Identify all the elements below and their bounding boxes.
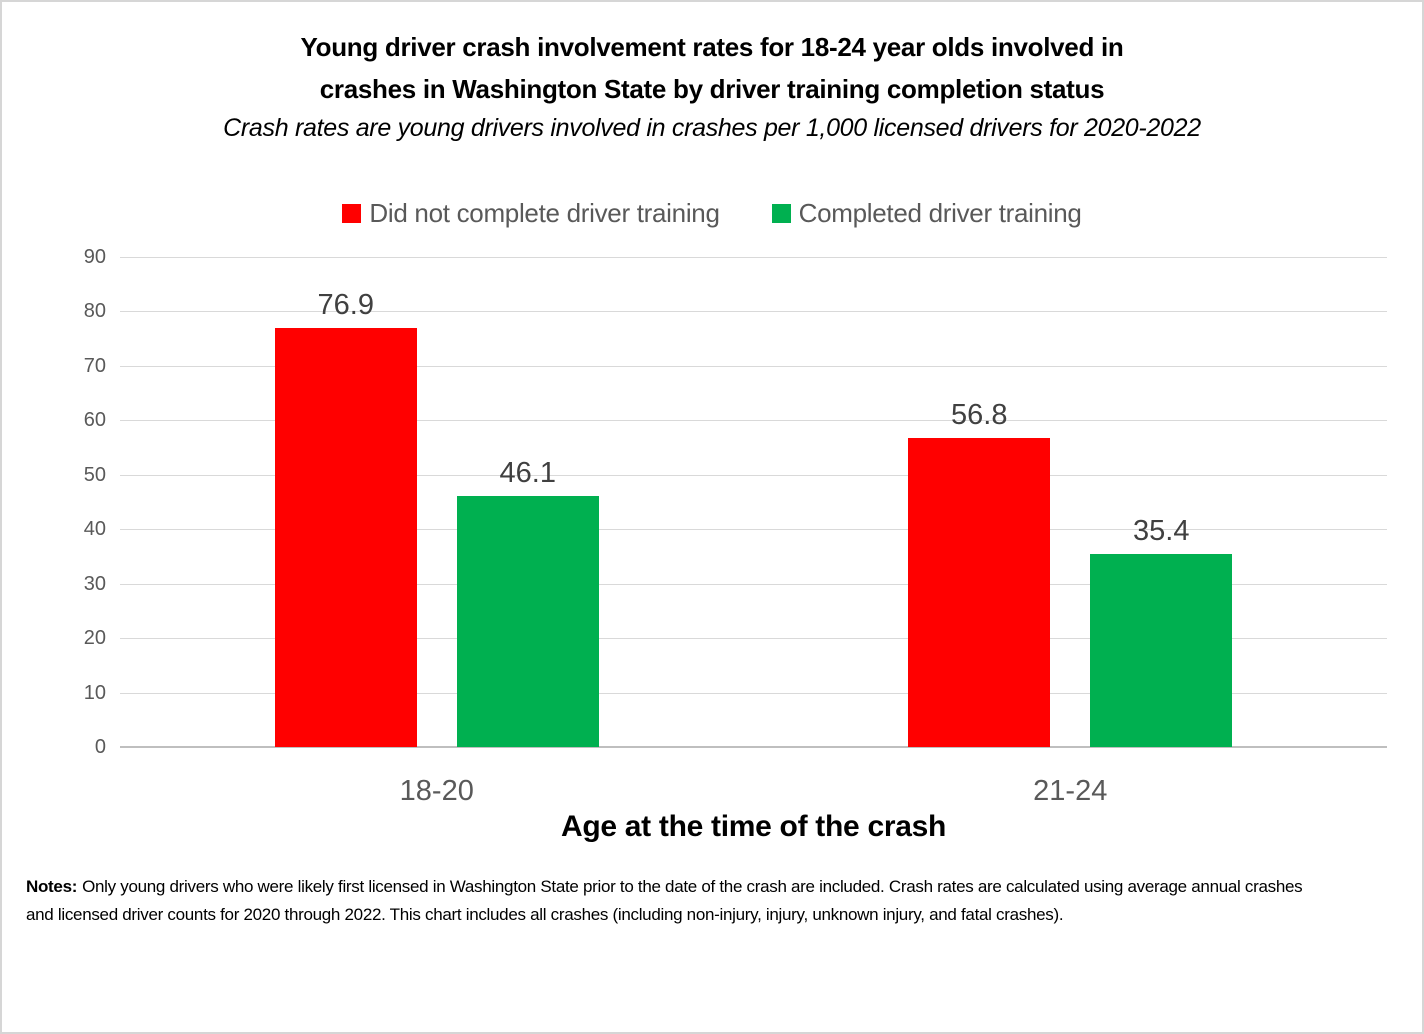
y-axis-tick-label: 70 <box>83 354 106 377</box>
notes-text-2: and licensed driver counts for 2020 thro… <box>26 905 1064 924</box>
y-axis-tick-label: 30 <box>83 572 106 595</box>
y-axis-tick-label: 20 <box>83 627 106 650</box>
y-axis-tick-label: 0 <box>94 736 106 758</box>
gridline-80 <box>120 311 1387 313</box>
notes-line-1: Notes: Only young drivers who were likely… <box>26 873 1416 901</box>
chart-title-line-2: crashes in Washington State by driver tr… <box>319 74 1105 104</box>
legend-item-0: Did not complete driver training <box>342 197 720 229</box>
plot-area: 0 10 20 30 40 50 60 70 80 90 76.9 46.1 18-20 56.8 35.4… <box>84 246 1387 807</box>
x-axis-category-label: 18-20 <box>399 775 474 807</box>
notes-label: Notes: <box>26 877 78 896</box>
bar-series-1-category-1 <box>1090 554 1233 747</box>
legend: Did not complete driver training Complete… <box>2 198 1422 228</box>
bar-series-0-category-0 <box>274 328 417 747</box>
gridline-60 <box>120 420 1387 422</box>
x-axis-title: Age at the time of the crash <box>560 810 946 843</box>
gridline-10 <box>120 692 1387 694</box>
chart-title-line-1: Young driver crash involvement rates for… <box>300 32 1124 62</box>
y-axis-tick-label: 40 <box>83 518 106 541</box>
y-axis-tick-label: 90 <box>83 246 106 268</box>
bar-series-1-category-0 <box>456 496 599 747</box>
gridline-50 <box>120 474 1387 476</box>
bar-value-label: 46.1 <box>499 457 556 490</box>
gridline-70 <box>120 365 1387 367</box>
gridline-90 <box>120 257 1387 258</box>
bar-value-label: 56.8 <box>951 398 1008 431</box>
notes-text-1: Only young drivers who were likely first… <box>82 877 1303 896</box>
chart-subtitle: Crash rates are young drivers involved i… <box>223 114 1201 142</box>
legend-item-1: Completed driver training <box>771 197 1082 229</box>
bar-series-0-category-1 <box>908 437 1051 747</box>
y-axis-tick-label: 10 <box>83 681 106 704</box>
y-axis-tick-label: 50 <box>83 463 106 486</box>
bar-value-label: 35.4 <box>1133 515 1190 548</box>
legend-item-label: Completed driver training <box>798 197 1082 228</box>
y-axis-tick-label: 80 <box>83 300 106 323</box>
gridline-40 <box>120 529 1387 531</box>
legend-item-label: Did not complete driver training <box>369 197 720 228</box>
gridline-20 <box>120 638 1387 640</box>
notes-line-2: and licensed driver counts for 2020 thro… <box>26 901 1416 929</box>
legend-swatch-icon <box>342 203 362 223</box>
bar-value-label: 76.9 <box>317 289 374 322</box>
gridline-30 <box>120 583 1387 585</box>
gridline-0 <box>120 746 1387 748</box>
legend-swatch-icon <box>771 203 791 223</box>
notes: Notes: Only young drivers who were likely… <box>26 873 1416 929</box>
x-axis-category-label: 21-24 <box>1033 775 1108 807</box>
y-axis-tick-label: 60 <box>83 409 106 432</box>
